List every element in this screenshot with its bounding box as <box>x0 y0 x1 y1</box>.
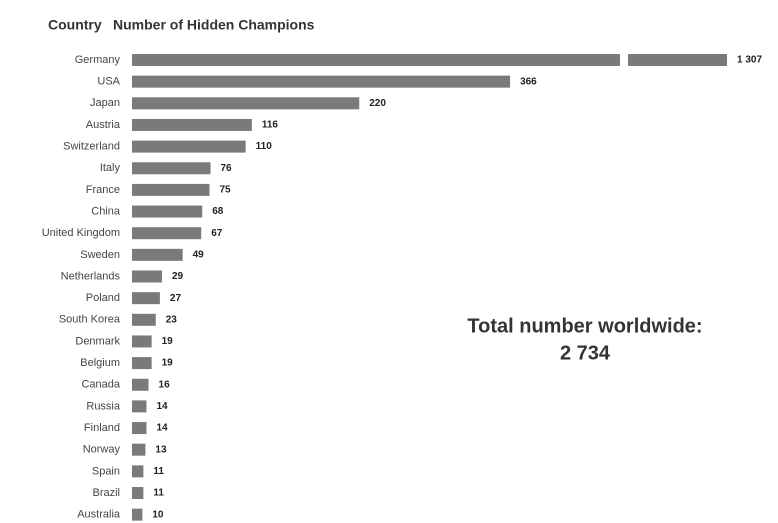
category-label: Canada <box>81 379 120 391</box>
category-label: Poland <box>86 292 120 304</box>
data-label: 11 <box>153 488 164 499</box>
bar <box>132 97 360 110</box>
category-label: Sweden <box>80 249 120 261</box>
bar <box>132 162 211 175</box>
category-label: Finland <box>84 422 120 434</box>
bar <box>132 270 162 283</box>
category-label: South Korea <box>59 314 121 326</box>
bar <box>132 465 144 478</box>
bar <box>132 183 210 196</box>
data-label: 19 <box>162 358 174 369</box>
data-label: 23 <box>166 314 178 325</box>
category-label: Australia <box>77 509 121 521</box>
data-label: 1 307 <box>737 55 762 66</box>
bar <box>132 292 160 305</box>
category-label: Russia <box>86 400 121 412</box>
bar <box>132 118 252 131</box>
data-label: 116 <box>262 120 279 131</box>
data-label: 29 <box>172 271 184 282</box>
bar <box>132 140 246 153</box>
chart-title: Number of Hidden Champions <box>113 17 315 33</box>
category-label: Austria <box>86 119 121 131</box>
bar <box>132 313 156 326</box>
data-label: 220 <box>369 98 386 109</box>
data-label: 110 <box>256 141 273 152</box>
category-label: Norway <box>83 444 121 456</box>
category-label: Italy <box>100 162 121 174</box>
data-label: 19 <box>162 336 174 347</box>
bar <box>132 443 146 456</box>
data-label: 75 <box>219 185 231 196</box>
bar <box>132 400 147 413</box>
category-label: Spain <box>92 465 120 477</box>
category-label: Denmark <box>75 335 120 347</box>
data-label: 68 <box>212 206 224 217</box>
data-label: 76 <box>221 163 233 174</box>
data-label: 14 <box>156 423 168 434</box>
data-label: 14 <box>156 401 168 412</box>
bar <box>132 357 152 370</box>
annotation: 2 734 <box>560 342 611 364</box>
category-label: Netherlands <box>61 270 121 282</box>
data-label: 27 <box>170 293 182 304</box>
bar <box>132 508 143 521</box>
category-label: Switzerland <box>63 141 120 153</box>
data-label: 13 <box>155 444 167 455</box>
category-label: Japan <box>90 97 120 109</box>
annotation: Total number worldwide: <box>467 315 702 337</box>
category-label: Germany <box>75 54 121 66</box>
data-label: 366 <box>520 76 537 87</box>
bar-break-part <box>628 54 727 66</box>
bar <box>132 422 147 435</box>
bar <box>132 205 203 218</box>
data-label: 49 <box>193 249 205 260</box>
bar <box>132 487 144 499</box>
category-label: United Kingdom <box>42 227 120 239</box>
data-label: 11 <box>153 466 164 477</box>
bar <box>132 378 149 391</box>
category-label: Belgium <box>80 357 120 369</box>
y-axis-label: Country <box>48 17 102 33</box>
category-label: France <box>86 184 120 196</box>
bar <box>132 335 152 348</box>
bar <box>132 227 202 240</box>
bar <box>132 75 511 88</box>
bar <box>132 54 620 66</box>
data-label: 10 <box>152 509 164 520</box>
data-label: 67 <box>211 228 223 239</box>
bar <box>132 248 183 261</box>
data-label: 16 <box>159 379 171 390</box>
category-label: China <box>91 205 121 217</box>
category-label: Brazil <box>92 487 120 499</box>
category-label: USA <box>97 76 120 88</box>
